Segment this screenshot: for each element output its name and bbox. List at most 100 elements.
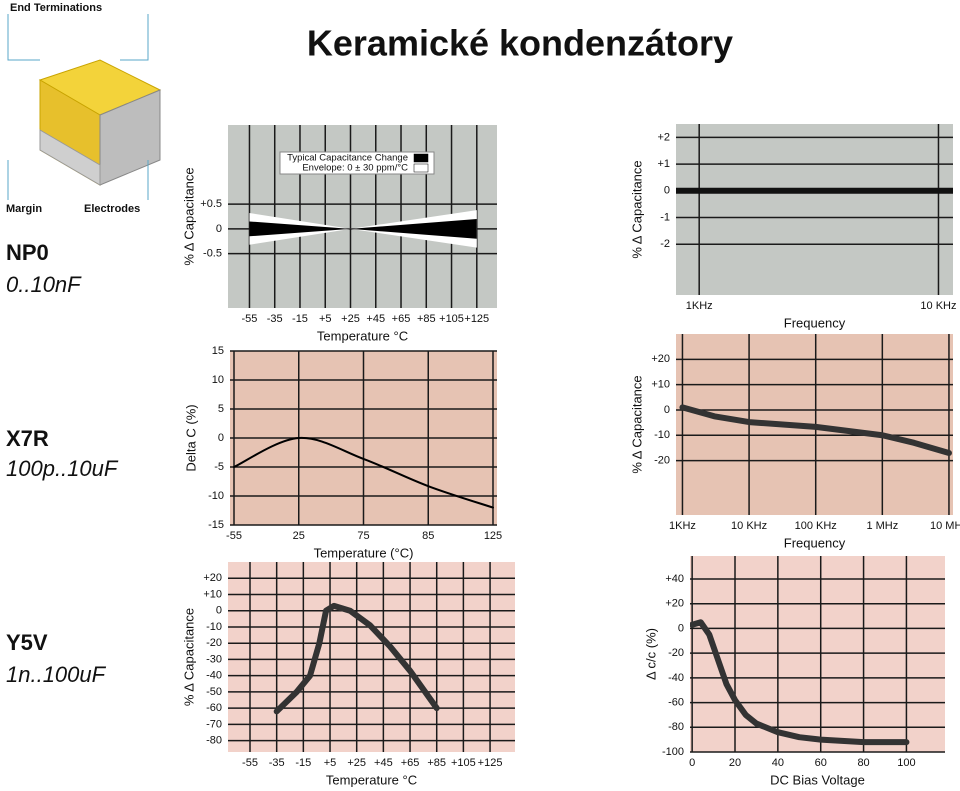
row-name: NP0 [6,240,49,265]
diagram-label-bg [6,2,148,14]
y-tick-label: -10 [208,490,224,502]
y-tick-label: +0.5 [200,198,222,210]
x-axis-label: Temperature °C [326,772,417,787]
chart: 15 10 5 0 -5 -10 -15-55 25 75 85 125 Temperature (°… [183,345,502,561]
x-tick-label: 25 [293,530,305,542]
y-axis-label: % Δ Capacitance [629,160,644,258]
y-axis-label: % Δ Capacitance [181,608,196,706]
y-tick-label: +40 [665,573,684,585]
chart: +20 +10 0 -10 -20 -30 -40 -50 -60 -70 -80 -55 -35 -15… [181,562,515,787]
x-axis-label: DC Bias Voltage [770,772,865,787]
leader-line [7,14,40,61]
x-tick-label: 100 [897,757,915,769]
x-tick-label: 75 [357,530,369,542]
y-tick-label: -0.5 [203,248,222,260]
x-axis-label: Frequency [784,315,846,330]
chip-end [99,89,161,186]
x-tick-label: 1KHz [686,300,713,312]
y-tick-label: -40 [668,672,684,684]
row-range: 1n..100uF [6,662,107,687]
y-tick-label: 0 [216,223,222,235]
x-tick-label: 20 [729,757,741,769]
chart: +20 +10 0 -10 -20 1KHz 10 KHz 100 KHz 1 MHz 10 MH… [629,334,960,550]
y-tick-label: -50 [206,686,222,698]
data-line [273,602,440,715]
x-tick-label: 10 KHz [731,520,767,532]
x-tick-label: -55 [242,313,258,325]
x-tick-label: +25 [347,757,366,769]
y-tick-label: 10 [212,374,224,386]
data-line [690,619,910,746]
x-tick-label: 0 [689,757,695,769]
x-tick-label: +85 [417,313,436,325]
x-tick-label: 10 MHz [930,520,960,532]
y-tick-label: 0 [216,605,222,617]
row-range: 100p..10uF [6,456,119,481]
y-tick-label: -10 [654,429,670,441]
y-tick-label: -80 [668,721,684,733]
leader-line [120,14,149,61]
x-tick-label: -35 [269,757,285,769]
slide-title: Keramické kondenzátory [307,23,733,64]
y-tick-label: -5 [214,461,224,473]
x-tick-label: 40 [772,757,784,769]
y-tick-label: -2 [660,238,670,250]
x-tick-label: +105 [451,757,476,769]
y-tick-label: -60 [206,702,222,714]
y-tick-label: -70 [206,718,222,730]
x-tick-label: +105 [439,313,464,325]
y-tick-label: -100 [662,746,684,758]
legend-label: Typical Capacitance Change [287,153,408,164]
x-tick-label: +125 [478,757,503,769]
x-tick-label: -35 [267,313,283,325]
y-tick-label: -20 [206,637,222,649]
y-tick-label: -1 [660,211,670,223]
y-tick-label: 0 [664,185,670,197]
x-tick-label: 80 [857,757,869,769]
x-tick-label: 100 KHz [795,520,837,532]
y-tick-label: -15 [208,519,224,531]
y-tick-label: -20 [654,454,670,466]
data-line [679,404,952,456]
x-tick-label: +85 [427,757,446,769]
capacitor-diagram: End Terminations Margin Electrodes [6,2,162,215]
y-tick-label: 0 [218,432,224,444]
y-tick-label: -40 [206,670,222,682]
x-axis-label: Temperature (°C) [314,545,414,560]
legend-swatch [413,153,429,163]
y-tick-label: +2 [657,131,670,143]
y-tick-label: +10 [203,588,222,600]
x-tick-label: +45 [366,313,385,325]
y-tick-label: -80 [206,735,222,747]
y-axis-label: Δ c/c (%) [643,628,658,680]
x-axis-label: Frequency [784,535,846,550]
x-tick-label: -55 [226,530,242,542]
y-tick-label: 15 [212,345,224,357]
plot-area [690,556,945,752]
row-name: Y5V [6,630,48,655]
data-line [233,436,494,509]
x-tick-label: +25 [341,313,360,325]
plot-area [676,124,953,295]
chip-termination [39,129,101,186]
y-axis-label: % Δ Capacitance [181,167,196,265]
x-tick-label: -15 [292,313,308,325]
y-tick-label: +20 [665,598,684,610]
y-tick-label: 5 [218,403,224,415]
x-tick-label: +5 [324,757,337,769]
x-tick-label: -15 [295,757,311,769]
y-tick-label: -60 [668,696,684,708]
y-tick-label: 0 [664,404,670,416]
x-tick-label: 1KHz [669,520,696,532]
envelope-band [249,218,477,239]
y-tick-label: -10 [206,621,222,633]
y-axis-label: % Δ Capacitance [629,375,644,473]
plot-area [228,562,515,752]
chart: +40 +20 0 -20 -40 -60 -80 -100 0 20 40 60 80 100 DC Bi… [643,556,945,787]
x-tick-label: -55 [242,757,258,769]
y-tick-label: +20 [203,572,222,584]
x-tick-label: +65 [392,313,411,325]
y-tick-label: -20 [668,647,684,659]
